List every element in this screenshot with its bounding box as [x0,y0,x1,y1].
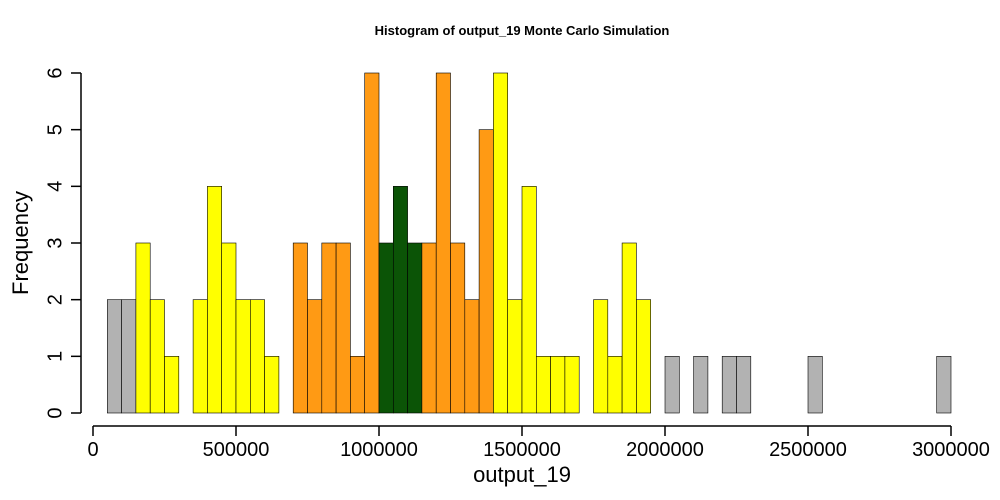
histogram-bar [221,242,237,414]
histogram-bar [107,299,122,414]
histogram-bar [307,299,323,414]
histogram-bar [535,356,551,414]
histogram-bar [264,356,280,414]
histogram-bar [721,356,737,414]
histogram-bar [593,299,609,414]
x-tick-label: 1500000 [483,439,561,461]
y-tick-label: 6 [44,67,66,78]
histogram-bar [321,242,337,414]
histogram-bar [693,356,709,414]
histogram-bar [435,72,451,414]
histogram-bar [192,299,208,414]
histogram-bar [450,242,466,414]
histogram-bar [149,299,165,414]
chart-title: Histogram of output_19 Monte Carlo Simul… [375,23,670,38]
histogram-bar [135,242,151,414]
histogram-bar [378,242,394,414]
histogram-bar [936,356,952,414]
histogram-bar [464,299,480,414]
x-tick-label: 1000000 [340,439,418,461]
histogram-bar [521,186,537,414]
histogram-bar [407,242,423,414]
y-tick-label: 2 [44,294,66,305]
histogram-bar [392,186,408,414]
histogram-bar [507,299,523,414]
x-tick-label: 2000000 [626,439,704,461]
x-tick-label: 2500000 [769,439,847,461]
y-tick-label: 1 [44,351,66,362]
x-tick-label: 0 [87,439,98,461]
histogram-bar [207,186,222,414]
x-tick-label: 500000 [203,439,270,461]
bars-group [107,72,952,414]
histogram-bar [478,129,494,414]
histogram-bar [807,356,823,414]
x-axis: 0 500000 1000000 1500000 2000000 2500000 30000… [87,425,990,461]
histogram-bar [607,356,623,414]
histogram-bar [235,299,251,414]
histogram-bar [736,356,752,414]
y-tick-label: 4 [44,181,66,192]
y-axis-title: Frequency [8,191,33,295]
histogram-bar [636,299,652,414]
x-tick-label: 3000000 [912,439,990,461]
y-axis: 0 1 2 3 4 5 6 [44,67,82,419]
y-tick-label: 5 [44,124,66,135]
histogram-bar [664,356,680,414]
y-tick-label: 0 [44,407,66,418]
histogram-bar [164,356,180,414]
histogram-bar [335,242,351,414]
histogram-bar [621,242,637,414]
histogram-bar [493,72,508,414]
y-tick-label: 3 [44,237,66,248]
histogram-bar [250,299,265,414]
histogram-bar [350,356,365,414]
histogram-bar [292,242,308,414]
histogram-bar [121,299,137,414]
histogram-bar [364,72,380,414]
x-axis-title: output_19 [473,462,571,487]
histogram-bar [421,242,437,414]
histogram-bar [564,356,580,414]
histogram-bar [550,356,566,414]
